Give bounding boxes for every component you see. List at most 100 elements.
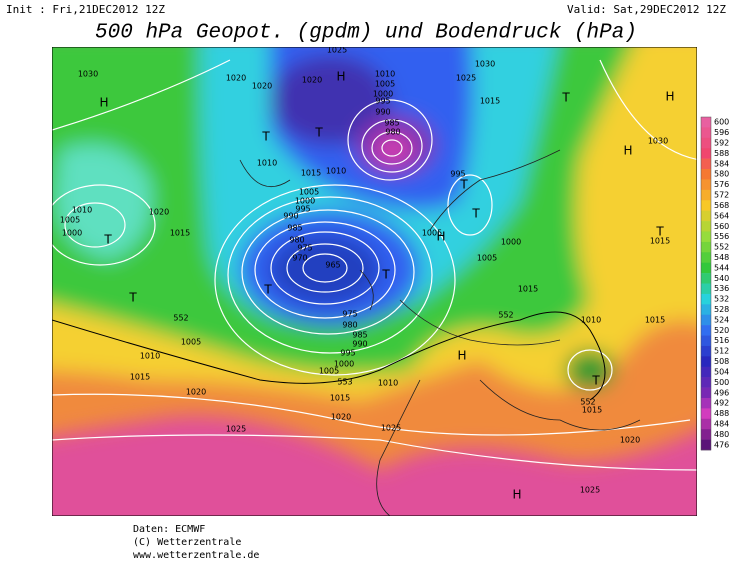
colorbar-label: 548: [714, 253, 729, 262]
isobar-label: 1025: [381, 424, 401, 433]
isobar-label: 980: [385, 128, 400, 137]
colorbar-label: 580: [714, 170, 729, 179]
isobar-label: 553: [337, 378, 352, 387]
colorbar-label: 512: [714, 347, 729, 356]
isobar-label: 990: [283, 212, 298, 221]
colorbar-swatch: [701, 345, 711, 357]
isobar-label: 1005: [375, 80, 395, 89]
pressure-center: T: [655, 225, 664, 239]
pressure-center: T: [314, 126, 323, 140]
isobar-label: 1015: [582, 406, 602, 415]
colorbar-label: 576: [714, 180, 729, 189]
colorbar-swatch: [701, 418, 711, 430]
colorbar-label: 504: [714, 367, 729, 376]
isobar-label: 990: [375, 108, 390, 117]
colorbar-swatch: [701, 210, 711, 222]
isobar-label: 1000: [334, 360, 354, 369]
pressure-center: H: [665, 90, 674, 104]
colorbar-label: 528: [714, 305, 729, 314]
colorbar-swatch: [701, 221, 711, 232]
isobar-label: 1015: [650, 237, 670, 246]
colorbar-label: 536: [714, 284, 729, 293]
colorbar-label: 492: [714, 399, 729, 408]
isobar-label: 1025: [456, 74, 476, 83]
isobar-label: 1025: [580, 486, 600, 495]
isobar-label: 1010: [378, 379, 398, 388]
pressure-center: T: [591, 374, 600, 388]
colorbar-swatch: [701, 241, 711, 253]
colorbar-swatch: [701, 200, 711, 211]
isobar-label: 552: [580, 398, 595, 407]
colorbar-swatch: [701, 273, 711, 284]
isobar-label: 995: [375, 97, 390, 106]
colorbar-swatch: [701, 366, 711, 378]
colorbar-swatch: [701, 179, 711, 191]
colorbar-label: 560: [714, 222, 729, 231]
colorbar-label: 516: [714, 336, 729, 345]
isobar-label: 970: [292, 254, 307, 263]
pressure-center: T: [128, 291, 137, 305]
isobar-label: 1010: [326, 167, 346, 176]
isobar-label: 1020: [302, 76, 322, 85]
isobar-label: 1015: [330, 394, 350, 403]
colorbar-swatch: [701, 158, 711, 170]
geopotential-field: [52, 47, 697, 470]
colorbar-swatch: [701, 252, 711, 263]
colorbar-label: 596: [714, 128, 729, 137]
isobar-label: 965: [325, 261, 340, 270]
isobar-label: 995: [295, 205, 310, 214]
colorbar-swatch: [701, 262, 711, 274]
colorbar-label: 480: [714, 430, 729, 439]
isobar-label: 980: [342, 321, 357, 330]
colorbar-swatch: [701, 231, 711, 243]
isobars: [52, 59, 697, 471]
pressure-center: H: [623, 144, 632, 158]
colorbar-label: 540: [714, 274, 729, 283]
colorbar-swatch: [701, 293, 711, 305]
isobar-label: 980: [289, 236, 304, 245]
init-time: Init : Fri,21DEC2012 12Z: [6, 3, 165, 16]
isobar-label: 1010: [375, 70, 395, 79]
isobar-label: 1000: [373, 90, 393, 99]
colorbar-label: 544: [714, 263, 729, 272]
isobar-label: 552: [173, 314, 188, 323]
isobar-label: 1015: [518, 285, 538, 294]
pressure-center: T: [381, 268, 390, 282]
colorbar-swatch: [701, 429, 711, 440]
colorbar-label: 484: [714, 419, 729, 428]
isobar-label: 1030: [475, 60, 495, 69]
isobar-label: 985: [287, 224, 302, 233]
isobar-label: 1010: [140, 352, 160, 361]
map-area: 1030 102010201025102010101005100099599098…: [52, 47, 697, 516]
pressure-center: T: [103, 233, 112, 247]
colorbar-swatch: [701, 283, 711, 295]
colorbar-label: 568: [714, 201, 729, 210]
footer-source: Daten: ECMWF: [133, 524, 205, 535]
pressure-center: T: [459, 178, 468, 192]
colorbar-swatch: [701, 314, 711, 326]
isobar-label: 995: [450, 170, 465, 179]
isobar-label: 1025: [226, 425, 246, 434]
isobar-label: 1000: [62, 229, 82, 238]
isobar-label: 1005: [422, 229, 442, 238]
coastlines: [239, 149, 641, 516]
colorbar-swatch: [701, 148, 711, 159]
isobar-label: 1010: [72, 206, 92, 215]
isobar-label: 1005: [60, 216, 80, 225]
colorbar-swatch: [701, 137, 711, 149]
colorbar-label: 532: [714, 295, 729, 304]
colorbar-label: 584: [714, 159, 729, 168]
colorbar-label: 488: [714, 409, 729, 418]
colorbar-label: 572: [714, 191, 729, 200]
isobar-label: 1010: [257, 159, 277, 168]
colorbar-swatch: [701, 439, 711, 451]
pressure-center: H: [512, 488, 521, 502]
isobar-label: 985: [384, 119, 399, 128]
isobar-label: 1000: [295, 197, 315, 206]
colorbar-label: 592: [714, 139, 729, 148]
isobar-label: 1005: [319, 367, 339, 376]
colorbar-label: 500: [714, 378, 729, 387]
isobar-label: 1020: [149, 208, 169, 217]
isobar-label: 1030: [648, 137, 668, 146]
